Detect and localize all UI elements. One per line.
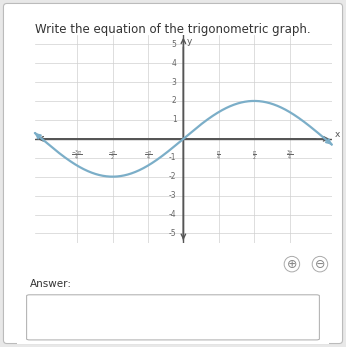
- Text: 1: 1: [172, 115, 176, 124]
- Text: Write the equation of the trigonometric graph.: Write the equation of the trigonometric …: [35, 23, 311, 35]
- Text: -2: -2: [169, 172, 176, 181]
- Text: 2: 2: [172, 96, 176, 105]
- Text: 3: 3: [172, 77, 176, 86]
- Text: $\frac{\pi}{4}$: $\frac{\pi}{4}$: [216, 149, 221, 162]
- Text: -3: -3: [169, 191, 176, 200]
- Text: ⊕: ⊕: [287, 257, 297, 271]
- Text: -1: -1: [169, 153, 176, 162]
- Text: 4: 4: [172, 59, 176, 68]
- Text: -4: -4: [169, 210, 176, 219]
- Text: x: x: [335, 129, 340, 138]
- FancyBboxPatch shape: [11, 252, 335, 345]
- Text: 5: 5: [172, 40, 176, 49]
- Text: -5: -5: [169, 229, 176, 238]
- Text: y: y: [187, 36, 192, 45]
- Text: $\frac{-\pi}{4}$: $\frac{-\pi}{4}$: [144, 149, 152, 162]
- Text: ⊖: ⊖: [315, 257, 325, 271]
- Text: $\frac{-\pi}{2}$: $\frac{-\pi}{2}$: [108, 149, 117, 162]
- Text: $\frac{\pi}{2}$: $\frac{\pi}{2}$: [252, 149, 257, 162]
- Text: $\frac{-3\pi}{4}$: $\frac{-3\pi}{4}$: [71, 149, 83, 163]
- FancyBboxPatch shape: [27, 295, 319, 340]
- Text: Answer:: Answer:: [30, 279, 72, 289]
- Text: $\frac{3\pi}{4}$: $\frac{3\pi}{4}$: [286, 149, 293, 163]
